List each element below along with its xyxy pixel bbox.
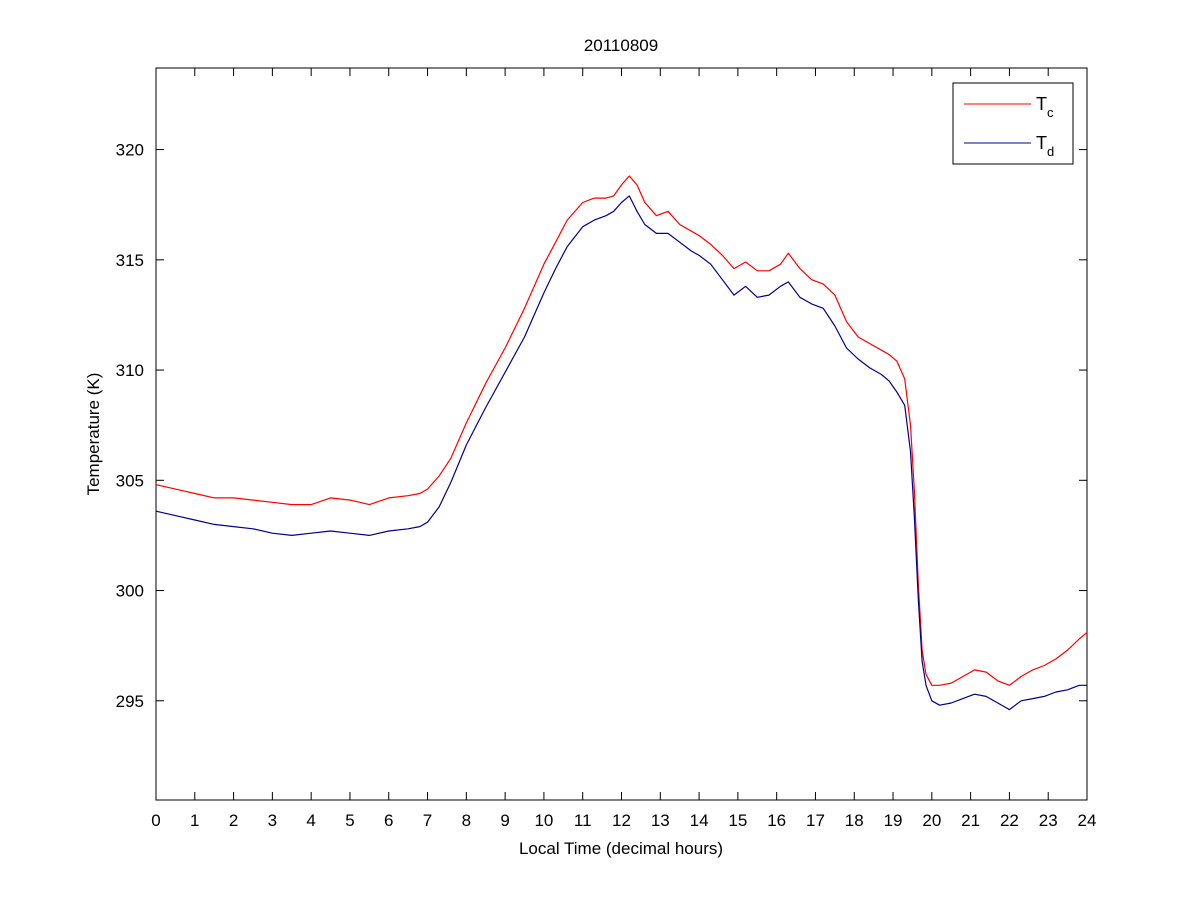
x-tick-label: 8 — [462, 811, 471, 830]
legend-label-td: Td — [1036, 133, 1054, 159]
x-tick-label: 11 — [574, 811, 592, 830]
x-tick-label: 18 — [845, 811, 864, 830]
y-tick-label: 320 — [116, 141, 144, 160]
y-axis-ticks: 295 300 305 310 315 320 — [116, 141, 1087, 711]
series-lines — [155, 175, 1088, 711]
legend-label-tc: Tc — [1036, 94, 1054, 120]
x-tick-label: 0 — [151, 811, 160, 830]
y-tick-label: 295 — [116, 692, 144, 711]
legend: Tc Td — [952, 82, 1074, 165]
x-tick-label: 17 — [806, 811, 825, 830]
x-tick-label: 15 — [728, 811, 747, 830]
x-tick-label: 6 — [384, 811, 393, 830]
x-tick-label: 1 — [190, 811, 199, 830]
x-tick-label: 7 — [423, 811, 432, 830]
x-tick-label: 5 — [345, 811, 354, 830]
y-tick-label: 315 — [116, 251, 144, 270]
axes-frame — [155, 67, 1088, 801]
x-tick-label: 14 — [690, 811, 709, 830]
x-axis-label: Local Time (decimal hours) — [519, 839, 723, 858]
x-tick-label: 3 — [268, 811, 277, 830]
legend-box — [952, 82, 1074, 165]
x-tick-label: 2 — [229, 811, 238, 830]
y-axis-label: Temperature (K) — [84, 373, 103, 496]
x-tick-label: 23 — [1039, 811, 1058, 830]
x-tick-label: 4 — [306, 811, 315, 830]
x-tick-label: 20 — [922, 811, 941, 830]
series-line-t_d — [155, 195, 1087, 711]
x-axis-ticks: 0 1 2 3 4 5 6 7 8 9 10 11 12 13 14 15 16 17 18 19 20 21 22 23 24 — [151, 68, 1096, 830]
x-tick-label: 9 — [500, 811, 509, 830]
x-tick-label: 24 — [1078, 811, 1097, 830]
plot-area: 0 1 2 3 4 5 6 7 8 9 10 11 12 13 14 15 16 17 18 19 20 21 22 23 24… — [116, 67, 1096, 830]
chart-title: 20110809 — [584, 36, 658, 55]
x-tick-label: 16 — [767, 811, 786, 830]
y-tick-label: 305 — [116, 471, 144, 490]
y-tick-label: 310 — [116, 361, 144, 380]
x-tick-label: 19 — [884, 811, 903, 830]
x-tick-label: 13 — [651, 811, 670, 830]
x-tick-label: 22 — [1000, 811, 1019, 830]
x-tick-label: 12 — [612, 811, 631, 830]
x-tick-label: 10 — [534, 811, 553, 830]
x-tick-label: 21 — [961, 811, 980, 830]
y-tick-label: 300 — [116, 582, 144, 601]
series-line-t_c — [155, 175, 1088, 686]
